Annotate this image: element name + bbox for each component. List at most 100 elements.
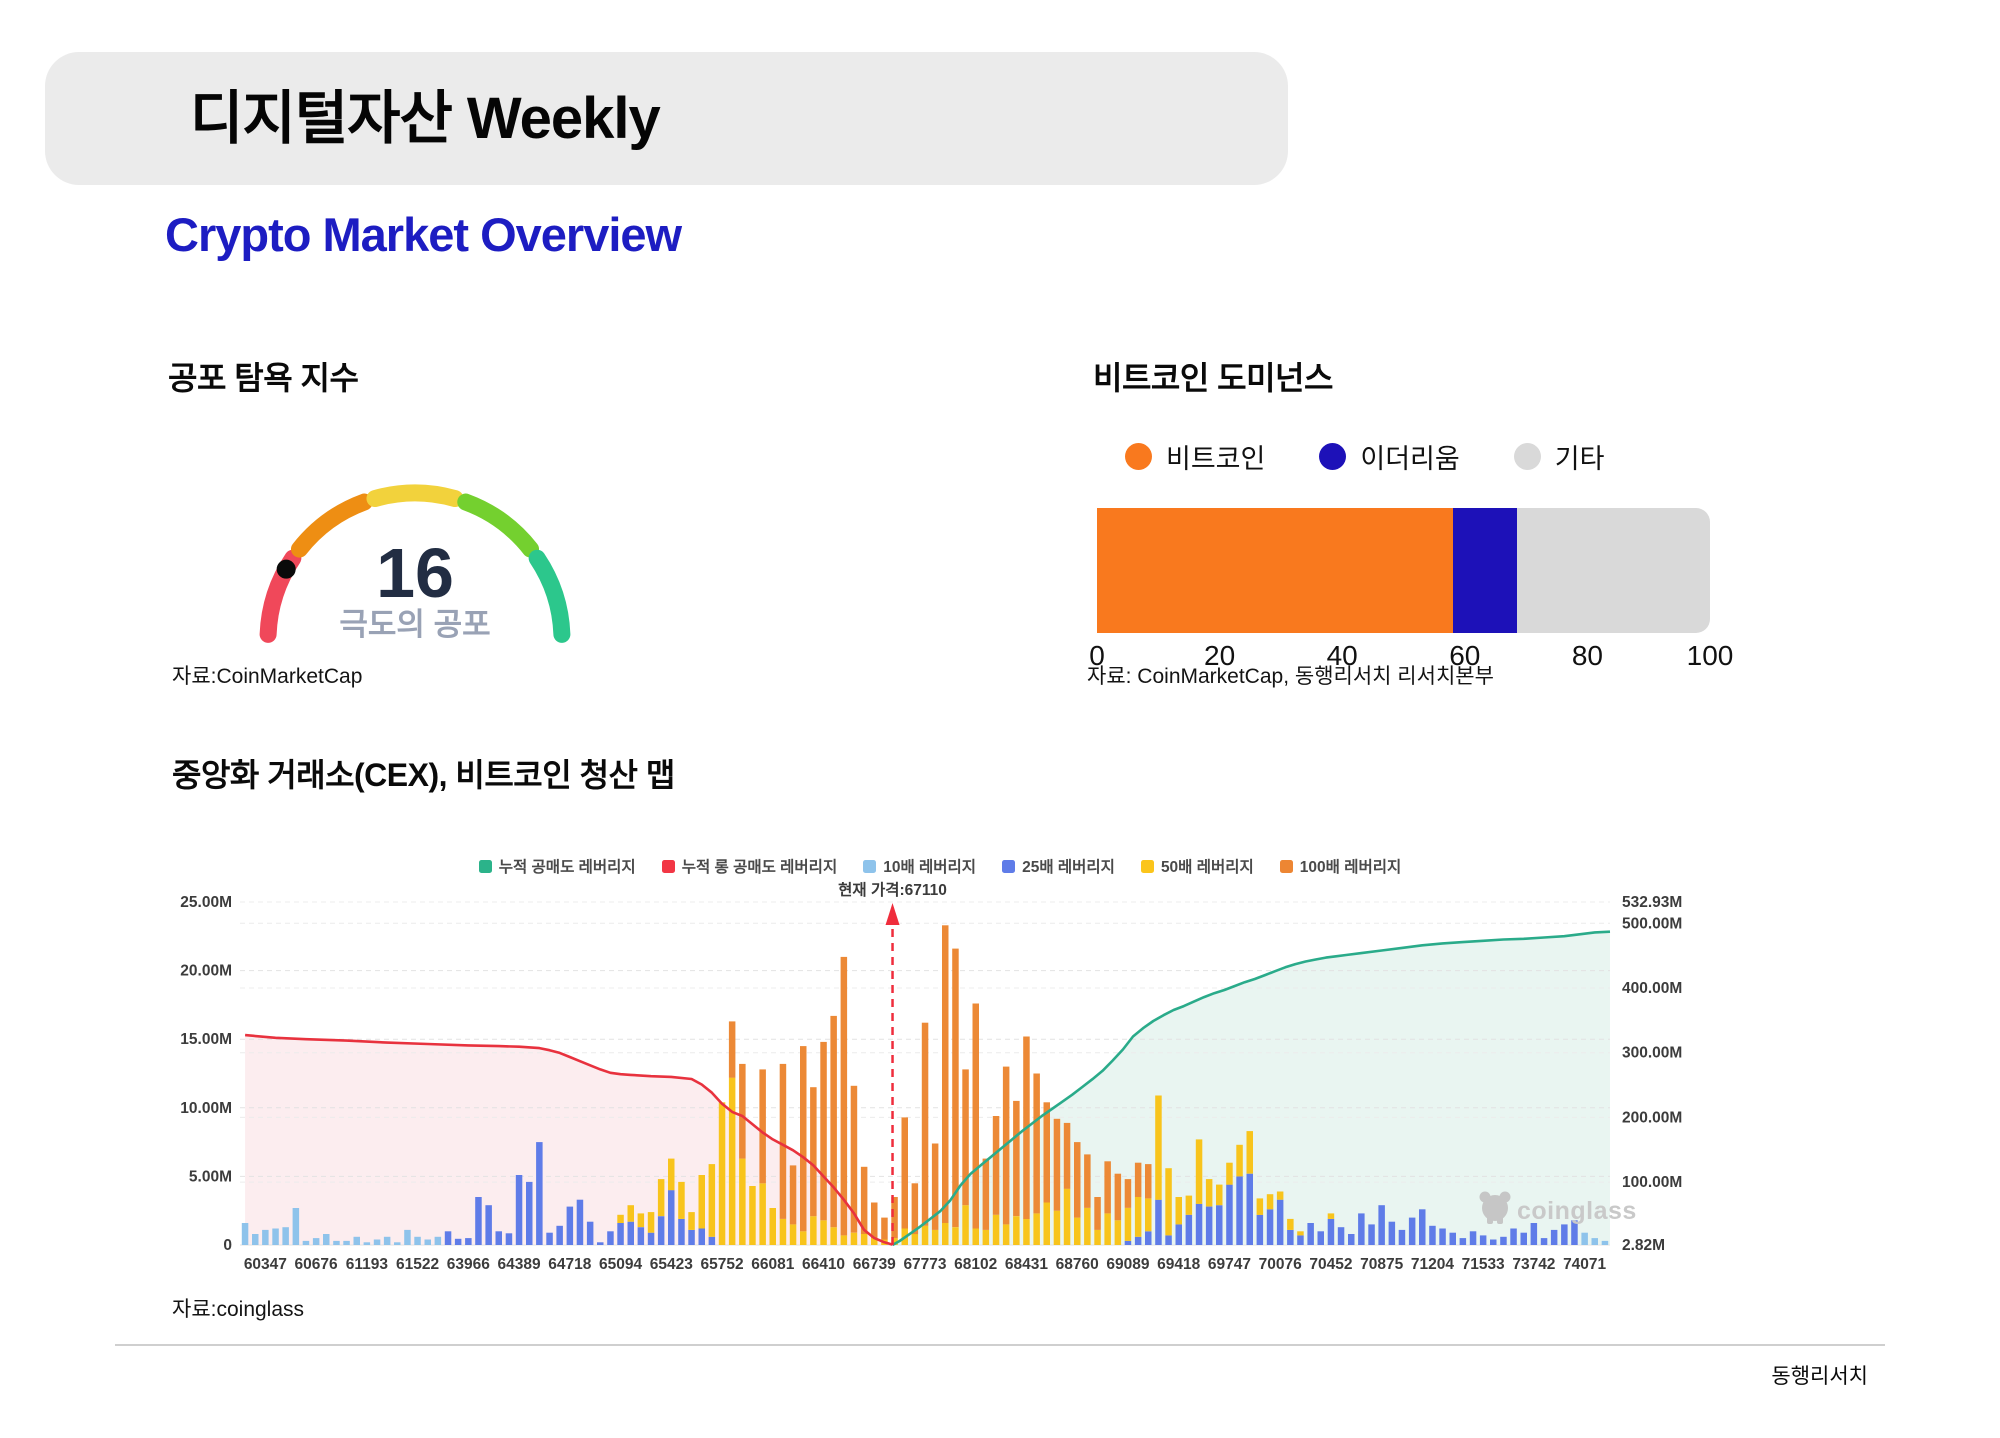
bar-seg [972,1228,979,1245]
bar-seg [779,1063,787,1219]
bar-seg [800,1231,807,1245]
bar-seg [1074,1142,1081,1218]
bar-seg [1185,1195,1193,1215]
dominance-legend: 비트코인 이더리움 기타 [1125,437,1604,476]
x-axis-label: 70076 [1259,1256,1302,1273]
bar-seg [1459,1238,1467,1245]
bar-seg [810,1216,817,1245]
liq-legend-item: 25배 레버리지 [1002,855,1115,877]
x-axis-label: 74071 [1563,1256,1606,1273]
bar-seg [678,1218,685,1245]
bar-seg [850,1232,858,1245]
bar-seg [343,1240,350,1245]
fear-greed-source: 자료:CoinMarketCap [172,665,363,688]
bar-seg [1297,1235,1304,1245]
bar-seg [728,1077,736,1245]
bar-seg [465,1238,472,1245]
legend-label: 이더리움 [1360,444,1460,474]
cum-short-area [892,931,1610,1245]
bar-seg [637,1213,645,1228]
bar-seg [1134,1162,1142,1197]
bar-seg [739,1063,746,1159]
bar-seg [1540,1238,1548,1245]
bar-seg [678,1181,685,1219]
left-axis-label: 25.00M [180,894,232,911]
bar-seg [739,1158,746,1245]
dominance-axis-tick: 60 [1449,640,1481,671]
bar-seg [1124,1179,1132,1208]
x-axis-label: 60676 [295,1256,338,1273]
bar-seg [962,1069,969,1206]
bar-seg [810,1087,817,1217]
watermark-text: coinglass [1517,1197,1637,1225]
legend-swatch-icon [1279,859,1293,873]
bar-seg [1033,1213,1040,1245]
x-axis-label: 64389 [498,1256,541,1273]
x-axis-label: 68431 [1005,1256,1048,1273]
bar-seg [708,1236,716,1245]
left-axis-label: 0 [223,1237,232,1254]
bar-seg [830,1015,837,1228]
bar-seg [1195,1139,1203,1204]
bar-seg [627,1205,634,1222]
bar-seg [688,1212,695,1230]
bar-seg [1094,1197,1101,1230]
bar-seg [1276,1191,1284,1200]
bar-seg [272,1228,279,1245]
liq-legend-item: 누적 공매도 레버리지 [478,855,636,877]
bar-seg [1236,1144,1243,1177]
bar-seg [1114,1173,1122,1221]
right-axis-label: 400.00M [1622,980,1682,997]
liq-legend-item: 100배 레버리지 [1279,855,1401,877]
bar-seg [1276,1199,1284,1245]
bar-seg [1337,1227,1345,1245]
bar-seg [383,1236,391,1245]
dominance-title: 비트코인 도미넌스 [1093,360,1333,396]
bar-seg [394,1242,401,1245]
bar-seg [1084,1208,1091,1245]
x-axis-label: 64718 [548,1256,591,1273]
bar-seg [1002,1224,1010,1245]
bar-seg [1175,1197,1182,1225]
bar-seg [820,1220,827,1245]
bar-seg [252,1234,259,1245]
bar-seg [617,1223,624,1245]
right-axis-label: 200.00M [1622,1109,1682,1126]
x-axis-label: 69089 [1106,1256,1149,1273]
x-axis-label: 66410 [802,1256,845,1273]
bar-seg [1256,1198,1264,1215]
left-axis-label: 15.00M [180,1031,232,1048]
x-axis-label: 71533 [1462,1256,1505,1273]
liq-legend-item: 누적 롱 공매도 레버리지 [661,855,838,877]
bar-seg [1104,1161,1111,1214]
bar-seg [637,1227,645,1245]
bar-seg [891,1197,898,1239]
legend-label: 누적 롱 공매도 레버리지 [681,859,838,876]
bar-seg [404,1229,411,1245]
current-price-label: 현재 가격:67110 [838,880,947,899]
left-axis-label: 20.00M [180,963,232,980]
bar-seg [1591,1238,1598,1245]
x-axis-label: 70452 [1309,1256,1352,1273]
bar-seg [424,1239,431,1245]
bar-seg [617,1214,624,1223]
bar-seg [931,1143,939,1230]
bar-seg [1165,1235,1172,1245]
legend-swatch-icon [661,859,675,873]
bar-seg [282,1227,289,1245]
bar-seg [495,1231,502,1245]
gauge-segment-4 [528,549,571,643]
legend-label: 누적 공매도 레버리지 [498,859,636,876]
bar-seg [333,1240,340,1245]
bar-seg [1104,1213,1111,1245]
bar-seg [901,1117,908,1229]
bar-seg [982,1158,990,1230]
bar-seg [302,1240,310,1245]
legend-dot-icon [1319,443,1347,470]
bar-seg [647,1232,655,1245]
bar-seg [1053,1210,1061,1245]
bar-seg [1155,1095,1162,1200]
bar-seg [1053,1118,1061,1211]
x-axis-label: 68760 [1056,1256,1099,1273]
